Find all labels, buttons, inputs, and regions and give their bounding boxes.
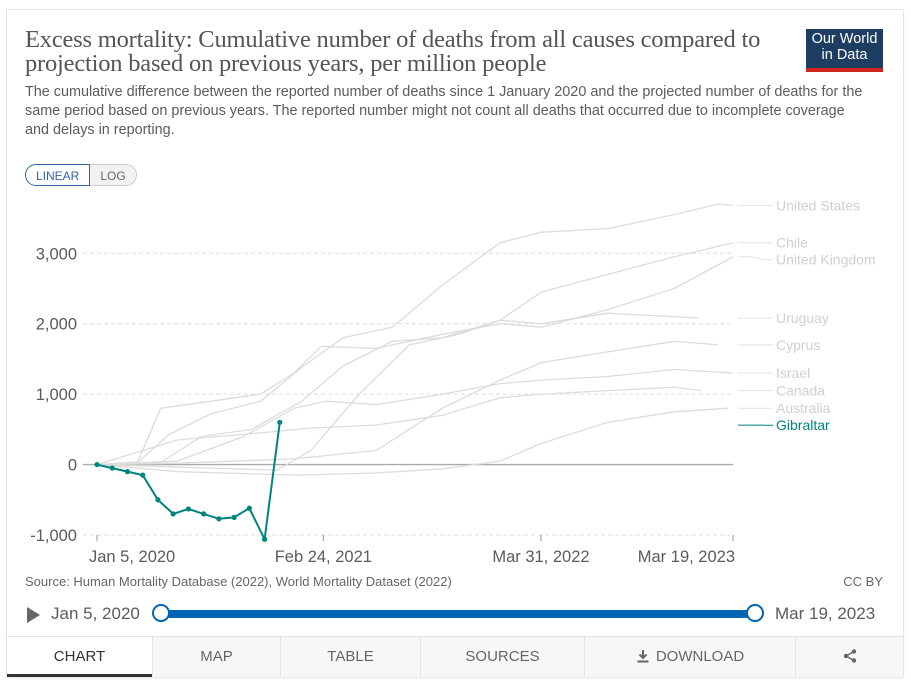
legend-connector	[738, 256, 773, 261]
legend-label[interactable]: United Kingdom	[776, 252, 876, 268]
data-point[interactable]	[94, 461, 100, 468]
data-point[interactable]	[261, 536, 268, 542]
logo-line-2: in Data	[821, 46, 868, 63]
series-line-gibraltar[interactable]	[96, 422, 281, 541]
data-point[interactable]	[216, 516, 222, 522]
data-point[interactable]	[246, 505, 252, 511]
legend-label[interactable]: Cyprus	[776, 337, 820, 353]
data-point[interactable]	[185, 506, 192, 512]
data-point[interactable]	[201, 511, 207, 517]
series-lines	[96, 203, 734, 541]
series-line-canada[interactable]	[96, 386, 702, 466]
x-tick-label: Feb 24, 2021	[275, 548, 372, 566]
series-line-australia[interactable]	[96, 407, 729, 476]
log-scale-button[interactable]: LOG	[89, 164, 137, 186]
tab-share[interactable]	[795, 637, 903, 677]
timeline-track[interactable]	[161, 610, 755, 618]
tab-chart[interactable]: CHART	[7, 637, 152, 677]
tab-sources[interactable]: SOURCES	[420, 637, 584, 677]
chart-card: Excess mortality: Cumulative number of d…	[7, 10, 903, 677]
timeline-end-handle[interactable]	[746, 604, 764, 622]
y-tick-label: 0	[68, 457, 77, 475]
gridlines	[83, 252, 733, 536]
timeline-start-handle[interactable]	[152, 604, 170, 622]
chart-subtitle: The cumulative difference between the re…	[25, 84, 863, 138]
scale-toggle[interactable]: LINEAR LOG	[25, 164, 137, 186]
data-point[interactable]	[277, 419, 283, 425]
legend-label[interactable]: Uruguay	[776, 310, 829, 326]
focus-markers	[94, 419, 283, 542]
data-point[interactable]	[140, 472, 146, 478]
tab-map[interactable]: MAP	[152, 637, 280, 677]
data-point[interactable]	[231, 514, 237, 520]
y-tick-label: 1,000	[36, 386, 77, 404]
x-axis: Jan 5, 2020 Feb 24, 2021 Mar 31, 2022 Mar 1…	[89, 535, 735, 566]
x-tick-label: Mar 19, 2023	[638, 548, 735, 566]
share-icon	[843, 649, 856, 663]
legend-label[interactable]: Canada	[776, 383, 825, 399]
series-line-cyprus[interactable]	[96, 340, 719, 466]
data-point[interactable]	[170, 511, 176, 517]
timeline-start-label: Jan 5, 2020	[51, 604, 140, 623]
data-point[interactable]	[155, 497, 161, 503]
tab-bar: CHART MAP TABLE SOURCES DOWNLOAD	[7, 636, 903, 677]
tab-download-label: DOWNLOAD	[655, 648, 745, 665]
y-tick-label: 3,000	[36, 245, 77, 263]
legend-label[interactable]: Australia	[776, 400, 831, 416]
source-note[interactable]: Source: Human Mortality Database (2022),…	[25, 574, 452, 589]
series-line-uruguay[interactable]	[96, 312, 699, 471]
linear-scale-button[interactable]: LINEAR	[25, 164, 91, 186]
play-icon[interactable]	[27, 607, 40, 623]
series-line-israel[interactable]	[96, 368, 734, 466]
timeline: Jan 5, 2020 Mar 19, 2023	[7, 600, 903, 630]
legend-label[interactable]: United States	[776, 200, 860, 213]
tab-table[interactable]: TABLE	[280, 637, 420, 677]
legend-label[interactable]: Gibraltar	[776, 417, 830, 433]
license-link[interactable]: CC BY	[843, 574, 883, 589]
data-point[interactable]	[124, 469, 131, 475]
series-line-united-states[interactable]	[96, 203, 734, 466]
legend-label[interactable]: Chile	[776, 235, 808, 251]
owid-logo[interactable]: Our World in Data	[806, 29, 883, 72]
x-tick-label: Mar 31, 2022	[492, 548, 589, 566]
download-icon	[637, 650, 649, 663]
logo-line-1: Our World	[811, 31, 878, 47]
tab-download[interactable]: DOWNLOAD	[584, 637, 795, 677]
series-line-chile[interactable]	[96, 242, 734, 466]
y-tick-label: -1,000	[30, 527, 77, 545]
x-tick-label: Jan 5, 2020	[89, 548, 175, 566]
line-chart: -1,000 0 1,000 2,000 3,000 Jan 5, 2020 Feb 24…	[30, 200, 876, 566]
chart-title: Excess mortality: Cumulative number of d…	[25, 26, 761, 77]
y-axis: -1,000 0 1,000 2,000 3,000	[30, 245, 77, 545]
y-tick-label: 2,000	[36, 316, 77, 334]
legend-label[interactable]: Israel	[776, 365, 810, 381]
series-line-united-kingdom[interactable]	[96, 256, 734, 466]
timeline-end-label: Mar 19, 2023	[775, 604, 876, 623]
data-point[interactable]	[109, 465, 115, 471]
